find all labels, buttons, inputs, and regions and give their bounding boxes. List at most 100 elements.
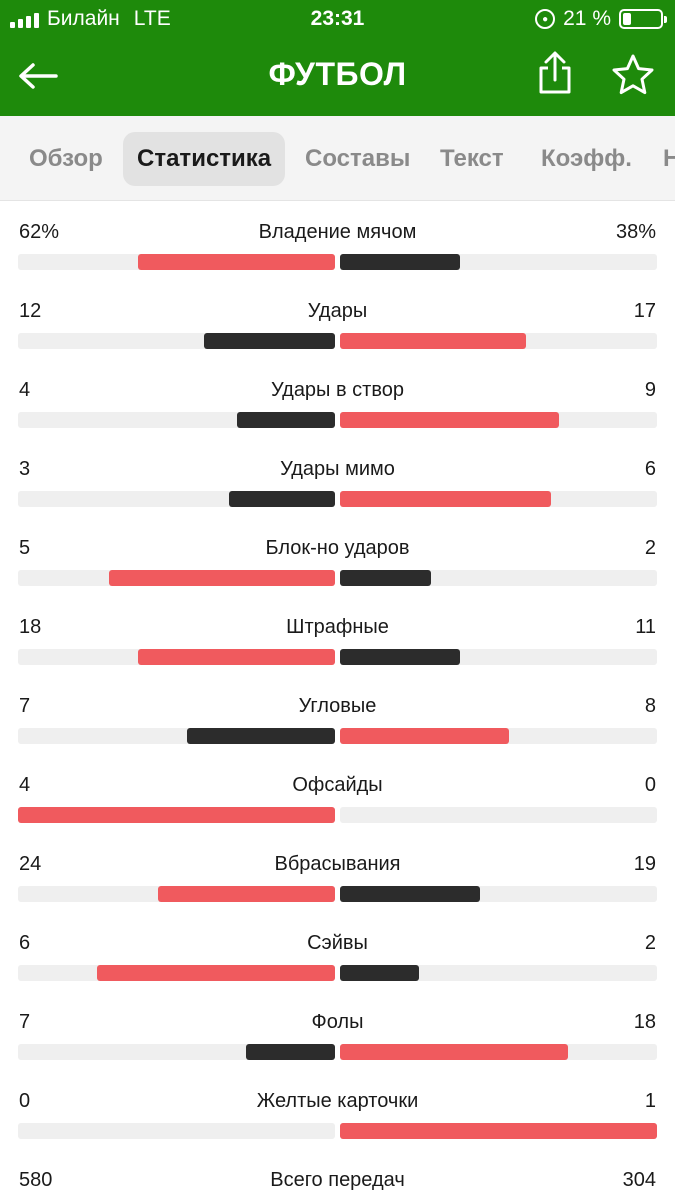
stat-row: 62% Владение мячом 38% [0,201,675,280]
tab-statistics[interactable]: Статистика [123,132,286,186]
stat-home-bar [97,965,335,981]
stat-row: 4 Удары в створ 9 [0,359,675,438]
stat-away-track [340,491,657,507]
nav-bar: ФУТБОЛ [0,38,675,116]
stat-label: Удары мимо [280,458,395,480]
stat-home-bar [18,807,335,823]
stat-label: Всего передач [270,1169,405,1191]
stat-row: 0 Желтые карточки 1 [0,1070,675,1149]
stat-home-bar [246,1044,335,1060]
stat-home-track [18,807,335,823]
status-bar: Билайн LTE 23:31 ● 21 % [0,0,675,38]
stat-home-track [18,412,335,428]
battery-percent: 21 % [563,7,611,30]
tab-bar: Обзор Статистика Составы Текст Коэфф. Н [0,116,675,201]
tab-lineups[interactable]: Составы [305,145,411,172]
stat-home-value: 4 [19,774,31,796]
status-time: 23:31 [310,7,365,30]
stat-away-track [340,412,657,428]
stat-home-track [18,886,335,902]
stat-away-bar [340,1044,569,1060]
stat-away-bar [340,333,526,349]
stat-row: 4 Офсайды 0 [0,754,675,833]
stat-away-track [340,254,657,270]
stat-home-bar [138,254,335,270]
stat-home-bar [237,412,335,428]
stat-home-track [18,728,335,744]
stat-away-track [340,649,657,665]
stat-label: Блок-но ударов [265,537,410,559]
stat-label: Офсайды [292,774,383,796]
favorite-button[interactable] [610,52,658,100]
stat-away-value: 0 [644,774,656,796]
stat-home-track [18,1123,335,1139]
stat-away-bar [340,728,510,744]
stat-row: 580 Всего передач 304 [0,1149,675,1200]
stat-home-value: 18 [19,616,42,638]
stat-home-value: 3 [19,458,31,480]
stat-home-track [18,965,335,981]
stat-row: 6 Сэйвы 2 [0,912,675,991]
stat-home-value: 7 [19,1011,31,1033]
stat-label: Владение мячом [258,221,417,243]
stat-away-bar [340,254,461,270]
stat-away-bar [340,649,461,665]
stat-away-bar [340,570,431,586]
stat-home-value: 580 [19,1169,53,1191]
stat-home-bar [203,333,335,349]
stat-home-track [18,1044,335,1060]
back-button[interactable] [18,56,62,96]
stat-away-bar [340,491,552,507]
stat-label: Вбрасывания [274,853,401,875]
stat-away-value: 1 [644,1090,656,1112]
page-title: ФУТБОЛ [268,56,407,92]
stat-away-track [340,1044,657,1060]
stat-home-value: 6 [19,932,31,954]
stat-away-value: 19 [633,853,656,875]
stat-away-value: 8 [644,695,656,717]
stat-label: Фолы [311,1011,364,1033]
battery-icon [619,9,667,29]
stat-home-track [18,491,335,507]
stat-label: Удары в створ [271,379,404,401]
stat-home-bar [187,728,335,744]
stat-away-value: 11 [635,616,656,638]
stat-row: 3 Удары мимо 6 [0,438,675,517]
share-button[interactable] [535,50,579,98]
stat-home-value: 12 [19,300,42,322]
stat-away-track [340,807,657,823]
stat-away-value: 17 [633,300,656,322]
stat-away-value: 2 [644,932,656,954]
stat-away-value: 18 [633,1011,656,1033]
stat-home-value: 24 [19,853,42,875]
stat-home-value: 4 [19,379,31,401]
stat-row: 5 Блок-но ударов 2 [0,517,675,596]
stat-home-bar [108,570,335,586]
stat-label: Сэйвы [307,932,368,954]
stat-row: 18 Штрафные 11 [0,596,675,675]
stat-away-track [340,333,657,349]
tab-overview[interactable]: Обзор [29,145,103,172]
stat-row: 24 Вбрасывания 19 [0,833,675,912]
signal-icon [10,11,39,28]
stat-away-track [340,728,657,744]
arrow-left-icon [19,63,58,89]
stat-row: 12 Удары 17 [0,280,675,359]
app-header: Билайн LTE 23:31 ● 21 % ФУТБОЛ [0,0,675,116]
stat-away-value: 6 [644,458,656,480]
stat-away-bar [340,886,481,902]
tab-text[interactable]: Текст [440,145,504,172]
tab-odds[interactable]: Коэфф. [541,145,632,172]
orientation-lock-icon: ● [535,9,556,29]
stat-home-bar [229,491,335,507]
network-type: LTE [133,7,171,30]
stat-away-bar [340,965,420,981]
status-left: Билайн LTE [10,7,171,31]
stat-away-bar [340,412,560,428]
stat-home-track [18,570,335,586]
stat-label: Желтые карточки [256,1090,419,1112]
stat-away-bar [340,1123,657,1139]
stat-home-bar [138,649,335,665]
stat-home-track [18,254,335,270]
tab-more[interactable]: Н [663,132,675,186]
